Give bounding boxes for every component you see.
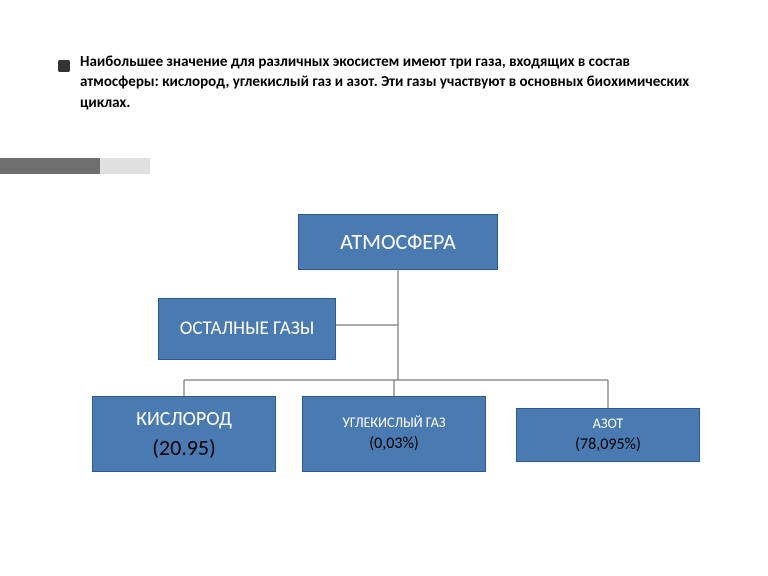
node-atmosphere: АТМОСФЕРА xyxy=(298,214,498,270)
node-atmosphere-label: АТМОСФЕРА xyxy=(340,229,456,254)
node-co2-label: УГЛЕКИСЛЫЙ ГАЗ xyxy=(343,415,446,431)
node-oxygen: КИСЛОРОД (20.95) xyxy=(92,396,276,472)
node-nitrogen-value: (78,095%) xyxy=(575,436,641,454)
bullet-icon xyxy=(58,60,70,72)
node-nitrogen: АЗОТ (78,095%) xyxy=(516,408,700,462)
node-other-gases-label: ОСТАЛНЫЕ ГАЗЫ xyxy=(180,318,314,340)
node-co2: УГЛЕКИСЛЫЙ ГАЗ (0,03%) xyxy=(302,396,486,472)
node-other-gases: ОСТАЛНЫЕ ГАЗЫ xyxy=(158,298,336,360)
node-nitrogen-label: АЗОТ xyxy=(593,416,624,432)
node-co2-value: (0,03%) xyxy=(369,435,418,453)
slide: Наибольшее значение для различных экосис… xyxy=(0,0,768,576)
intro-paragraph: Наибольшее значение для различных экосис… xyxy=(80,52,710,113)
node-oxygen-value: (20.95) xyxy=(152,435,216,460)
scrollbar-thumb[interactable] xyxy=(0,158,100,174)
node-oxygen-label: КИСЛОРОД xyxy=(136,408,232,431)
